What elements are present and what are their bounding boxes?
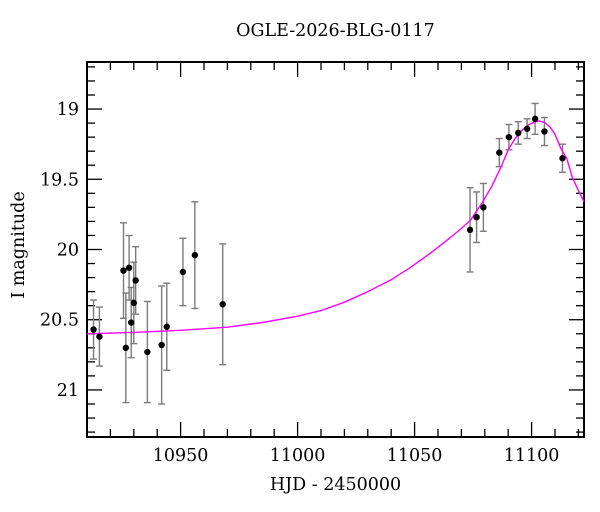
x-axis-label: HJD - 2450000 [269,475,402,495]
data-point [144,348,151,356]
data-point [531,115,539,123]
x-tick-label: 10950 [153,446,209,466]
data-point [125,264,133,271]
data-point [496,149,503,156]
y-tick-label: 19 [57,100,79,120]
data-point [120,267,127,274]
data-point [96,333,103,340]
data-point [219,301,226,308]
data-point [523,125,531,132]
data-point [90,326,97,333]
data-point [473,213,480,221]
y-tick-label: 20 [57,241,79,261]
y-tick-label: 20.5 [40,311,79,331]
data-point [132,277,139,284]
y-tick-label: 21 [57,381,79,401]
data-point [466,226,474,234]
data-point [128,319,135,326]
model-curve-line [86,120,585,335]
data-point [158,341,165,349]
data-point [480,204,487,211]
data-point [505,133,513,141]
x-tick-label: 11000 [270,446,326,466]
data-point [179,268,187,276]
data-point [130,299,137,307]
data-point [191,251,199,259]
x-tick-label: 11050 [387,446,443,466]
data-point [559,155,566,162]
chart-title: OGLE-2026-BLG-0117 [236,21,435,41]
data-point [122,344,130,352]
data-point [541,128,548,135]
data-point [163,323,170,330]
data-point [515,129,522,137]
y-tick-label: 19.5 [40,170,79,190]
x-tick-label: 11100 [504,446,560,466]
